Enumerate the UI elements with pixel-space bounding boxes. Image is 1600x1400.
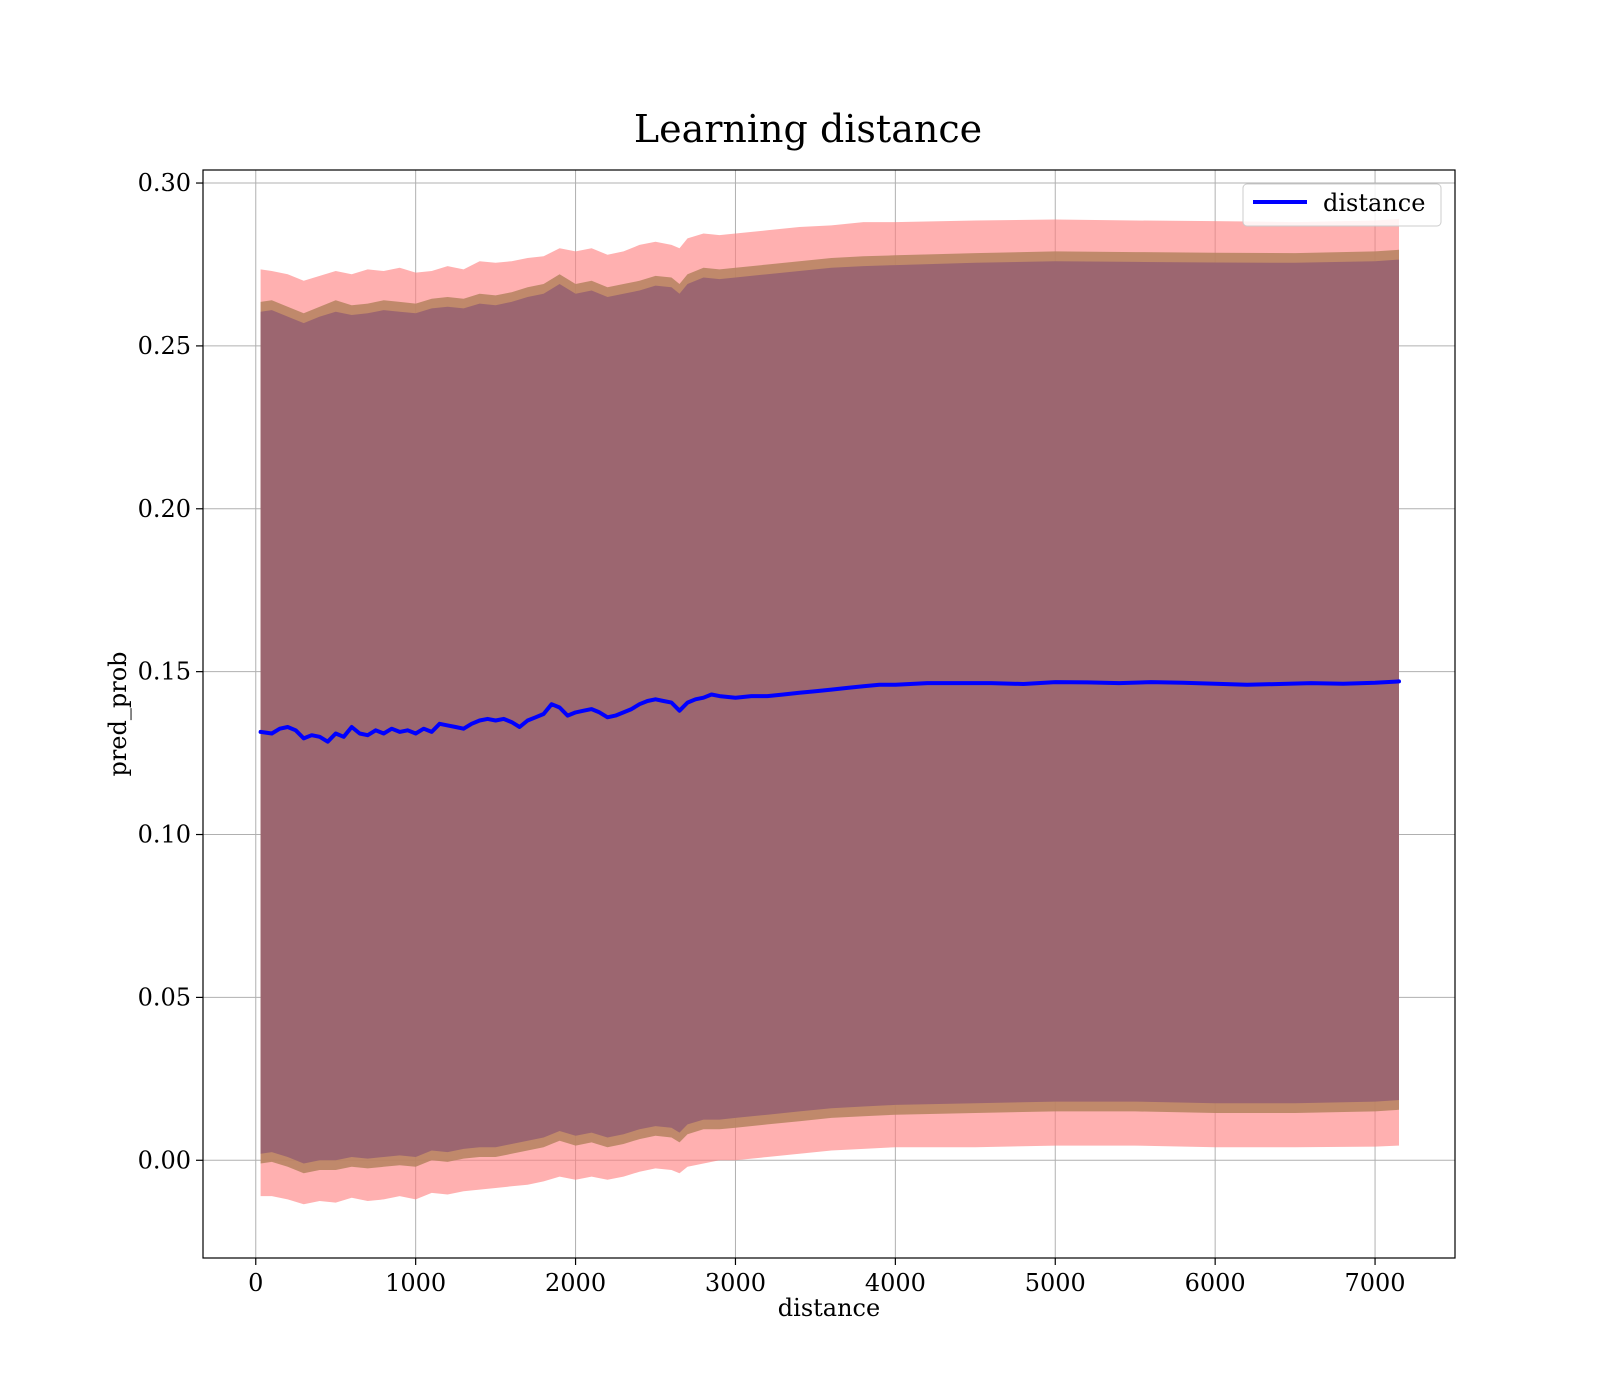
y-ticks: 0.00 0.05 0.10 0.15 0.20 0.25 0.30 [138, 169, 203, 1174]
y-axis-label: pred_prob [104, 651, 132, 776]
x-tick-label: 1000 [385, 1269, 446, 1297]
y-tick-label: 0.10 [138, 821, 191, 849]
bands [260, 218, 1400, 1205]
x-tick-label: 2000 [545, 1269, 606, 1297]
x-tick-label: 3000 [705, 1269, 766, 1297]
y-tick-label: 0.20 [138, 495, 191, 523]
y-tick-label: 0.05 [138, 983, 191, 1011]
y-tick-label: 0.25 [138, 332, 191, 360]
band-inner [260, 259, 1400, 1164]
y-tick-label: 0.15 [138, 658, 191, 686]
legend: distance [1242, 183, 1442, 227]
chart-title: Learning distance [634, 107, 982, 151]
x-tick-label: 5000 [1025, 1269, 1086, 1297]
y-tick-label: 0.30 [138, 169, 191, 197]
x-axis-label: distance [778, 1294, 880, 1322]
x-tick-label: 4000 [865, 1269, 926, 1297]
x-tick-label: 0 [248, 1269, 263, 1297]
y-tick-label: 0.00 [138, 1146, 191, 1174]
x-tick-label: 6000 [1185, 1269, 1246, 1297]
legend-label-distance: distance [1323, 189, 1425, 217]
legend-box [1242, 183, 1442, 227]
plot-frame [202, 169, 1456, 1259]
series-line-distance [258, 679, 1401, 744]
x-tick-label: 7000 [1345, 1269, 1406, 1297]
x-ticks: 0 1000 2000 3000 4000 5000 6000 7000 [248, 1258, 1406, 1297]
